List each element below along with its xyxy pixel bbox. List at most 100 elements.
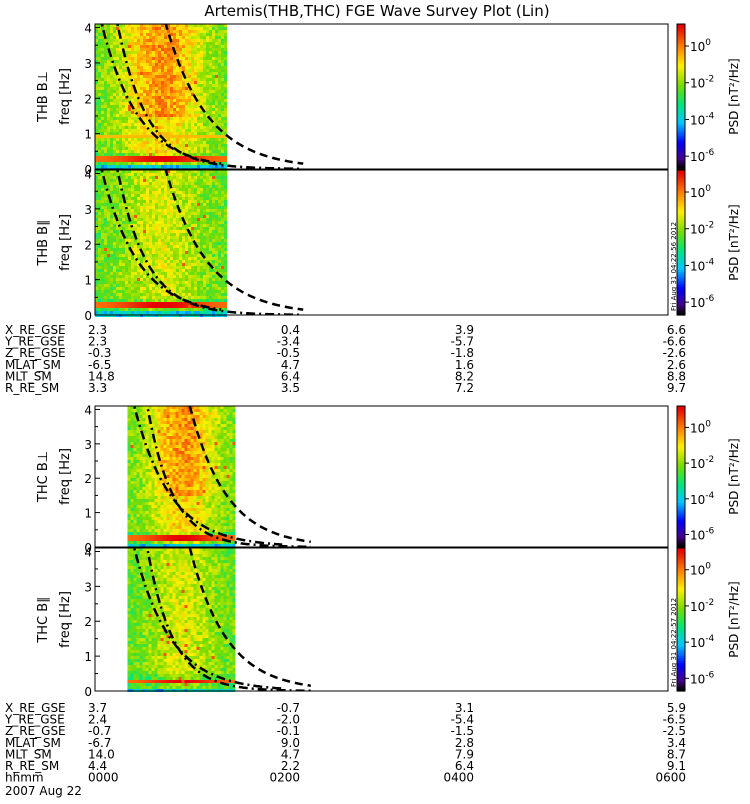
spectrogram-cell (182, 102, 185, 105)
spectrogram-cell (209, 412, 212, 415)
spectrogram-cell (185, 209, 188, 212)
spectrogram-cell (137, 311, 140, 314)
spectrogram-cell (98, 305, 101, 308)
spectrogram-cell (221, 33, 224, 36)
spectrogram-cell (134, 39, 137, 42)
spectrogram-cell (206, 233, 209, 236)
spectrogram-cell (215, 138, 218, 141)
spectrogram-cell (125, 263, 128, 266)
spectrogram-cell (107, 245, 110, 248)
spectrogram-cell (125, 185, 128, 188)
spectrogram-cell (212, 48, 215, 51)
spectrogram-cell (191, 48, 194, 51)
spectrogram-cell (182, 236, 185, 239)
spectrogram-cell (104, 281, 107, 284)
spectrogram-cell (146, 230, 149, 233)
spectrogram-cell (212, 153, 215, 156)
spectrogram-cell (215, 209, 218, 212)
spectrogram-cell (116, 251, 119, 254)
spectrogram-cell (119, 173, 122, 176)
spectrogram-cell (197, 287, 200, 290)
spectrogram-cell (116, 147, 119, 150)
spectrogram-cell (203, 176, 206, 179)
spectrogram-cell (194, 108, 197, 111)
spectrogram-cell (224, 185, 227, 188)
y-axis-label-freq: freq [Hz] (58, 214, 73, 271)
spectrogram-cell (164, 215, 167, 218)
spectrogram-cell (182, 269, 185, 272)
spectrogram-cell (149, 108, 152, 111)
spectrogram-cell (206, 409, 209, 412)
spectrogram-cell (107, 84, 110, 87)
spectrogram-cell (191, 197, 194, 200)
spectrogram-cell (101, 227, 104, 230)
spectrogram-cell (140, 156, 143, 159)
spectrogram-cell (161, 278, 164, 281)
spectrogram-cell (104, 96, 107, 99)
spectrogram-cell (113, 242, 116, 245)
spectrogram-cell (212, 203, 215, 206)
spectrogram-cell (164, 84, 167, 87)
spectrogram-cell (182, 305, 185, 308)
spectrogram-cell (110, 147, 113, 150)
spectrogram-cell (113, 194, 116, 197)
spectrogram-cell (206, 42, 209, 45)
spectrogram-cell (179, 84, 182, 87)
spectrogram-cell (179, 42, 182, 45)
spectrogram-cell (176, 442, 179, 445)
spectrogram-cell (140, 54, 143, 57)
spectrogram-cell (155, 305, 158, 308)
spectrogram-cell (194, 179, 197, 182)
spectrogram-cell (98, 42, 101, 45)
spectrogram-cell (161, 275, 164, 278)
spectrogram-cell (125, 135, 128, 138)
spectrogram-cell (185, 66, 188, 69)
spectrogram-cell (104, 275, 107, 278)
spectrogram-cell (194, 409, 197, 412)
spectrogram-cell (188, 150, 191, 153)
spectrogram-cell (191, 135, 194, 138)
spectrogram-cell (212, 415, 215, 418)
spectrogram-cell (122, 129, 125, 132)
spectrogram-cell (224, 48, 227, 51)
spectrogram-cell (215, 290, 218, 293)
spectrogram-cell (200, 63, 203, 66)
spectrogram-cell (98, 308, 101, 311)
spectrogram-cell (164, 33, 167, 36)
spectrogram-cell (182, 81, 185, 84)
spectrogram-cell (185, 54, 188, 57)
spectrogram-cell (194, 436, 197, 439)
spectrogram-cell (197, 48, 200, 51)
spectrogram-cell (125, 45, 128, 48)
spectrogram-cell (107, 99, 110, 102)
spectrogram-cell (140, 191, 143, 194)
spectrogram-cell (107, 147, 110, 150)
spectrogram-cell (206, 206, 209, 209)
spectrogram-cell (206, 144, 209, 147)
spectrogram-cell (158, 153, 161, 156)
spectrogram-cell (125, 42, 128, 45)
spectrogram-cell (104, 206, 107, 209)
spectrogram-cell (170, 239, 173, 242)
spectrogram-cell (161, 51, 164, 54)
spectrogram-cell (101, 311, 104, 314)
spectrogram-cell (125, 311, 128, 314)
spectrogram-cell (191, 260, 194, 263)
spectrogram-cell (185, 39, 188, 42)
spectrogram-cell (182, 421, 185, 424)
spectrogram-cell (116, 263, 119, 266)
spectrogram-cell (116, 287, 119, 290)
spectrogram-cell (179, 293, 182, 296)
spectrogram-cell (137, 36, 140, 39)
spectrogram-cell (134, 248, 137, 251)
y-tick-label: 3 (84, 57, 92, 71)
spectrogram-cell (125, 30, 128, 33)
spectrogram-cell (113, 57, 116, 60)
spectrogram-cell (98, 69, 101, 72)
spectrogram-cell (173, 188, 176, 191)
spectrogram-cell (98, 48, 101, 51)
spectrogram-cell (179, 236, 182, 239)
spectrogram-cell (122, 93, 125, 96)
spectrogram-cell (101, 153, 104, 156)
spectrogram-cell (122, 162, 125, 165)
